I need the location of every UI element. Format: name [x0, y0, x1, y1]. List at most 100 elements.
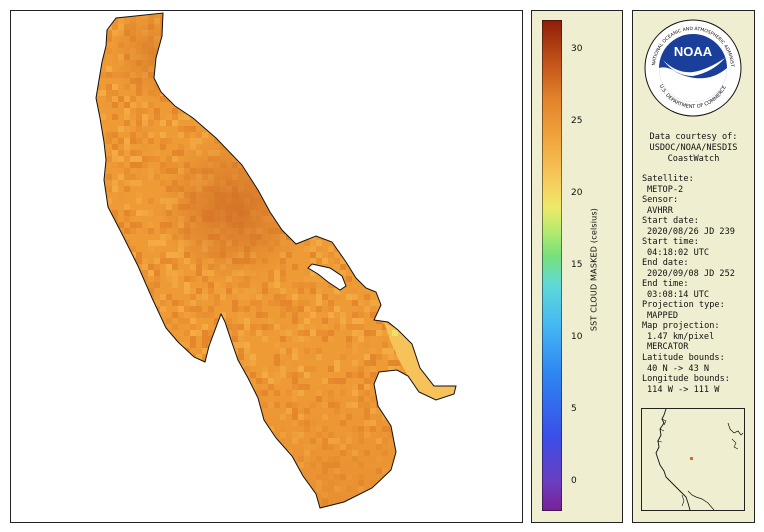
sst-pixel	[406, 498, 412, 504]
sst-pixel	[400, 276, 406, 282]
sst-pixel	[418, 468, 424, 474]
sst-pixel	[364, 180, 370, 186]
sst-pixel	[418, 486, 424, 492]
sst-pixel	[376, 72, 382, 78]
sst-pixel	[400, 108, 406, 114]
sst-pixel	[292, 192, 298, 198]
sst-pixel	[442, 240, 448, 246]
sst-pixel	[112, 510, 118, 516]
sst-pixel	[244, 78, 250, 84]
sst-pixel	[136, 450, 142, 456]
sst-pixel	[448, 276, 454, 282]
sst-pixel	[106, 258, 112, 264]
colorbar-tick: 30	[571, 44, 583, 54]
sst-pixel	[280, 96, 286, 102]
sst-pixel	[142, 342, 148, 348]
sst-pixel	[232, 480, 238, 486]
sst-pixel	[112, 240, 118, 246]
sst-pixel	[226, 90, 232, 96]
sst-pixel	[96, 48, 100, 54]
sst-pixel	[376, 102, 382, 108]
sst-pixel	[202, 60, 208, 66]
sst-pixel	[436, 102, 442, 108]
sst-pixel	[424, 144, 430, 150]
sst-pixel	[172, 390, 178, 396]
sst-pixel	[96, 240, 100, 246]
sst-pixel	[214, 432, 220, 438]
sst-pixel	[346, 504, 352, 508]
sst-pixel	[352, 234, 358, 240]
sst-pixel	[148, 312, 154, 318]
sst-pixel	[208, 54, 214, 60]
sst-pixel	[292, 84, 298, 90]
sst-pixel	[280, 462, 286, 468]
sst-pixel	[130, 306, 136, 312]
sst-pixel	[172, 474, 178, 480]
sst-pixel	[448, 480, 454, 486]
sst-pixel	[232, 120, 238, 126]
meta-label: Latitude bounds:	[642, 353, 725, 363]
sst-pixel	[436, 228, 442, 234]
sst-pixel	[370, 276, 376, 282]
sst-pixel	[394, 228, 400, 234]
sst-pixel	[96, 306, 100, 312]
sst-pixel	[130, 504, 136, 508]
sst-pixel	[412, 114, 418, 120]
sst-pixel	[256, 48, 262, 54]
sst-pixel	[430, 138, 436, 144]
sst-pixel	[424, 468, 430, 474]
sst-pixel	[190, 402, 196, 408]
sst-pixel	[382, 24, 388, 30]
sst-pixel	[96, 264, 100, 270]
sst-pixel	[100, 192, 106, 198]
sst-pixel	[130, 498, 136, 504]
sst-pixel	[442, 294, 448, 300]
sst-pixel	[310, 162, 316, 168]
sst-pixel	[118, 480, 124, 486]
sst-pixel	[406, 66, 412, 72]
sst-pixel	[400, 384, 406, 390]
sst-pixel	[346, 168, 352, 174]
sst-pixel	[112, 480, 118, 486]
sst-pixel	[406, 36, 412, 42]
sst-pixel	[406, 198, 412, 204]
sst-pixel	[442, 192, 448, 198]
sst-pixel	[334, 162, 340, 168]
sst-pixel	[316, 78, 322, 84]
sst-pixel	[106, 246, 112, 252]
sst-pixel	[430, 300, 436, 306]
sst-pixel	[424, 108, 430, 114]
sst-pixel	[96, 300, 100, 306]
sst-pixel	[286, 18, 292, 24]
sst-pixel	[424, 342, 430, 348]
sst-pixel	[250, 138, 256, 144]
sst-pixel	[418, 222, 424, 228]
sst-pixel	[454, 408, 456, 414]
sst-pixel	[376, 24, 382, 30]
sst-pixel	[106, 342, 112, 348]
sst-pixel	[100, 372, 106, 378]
sst-pixel	[178, 396, 184, 402]
sst-pixel	[364, 144, 370, 150]
sst-pixel	[160, 432, 166, 438]
sst-pixel	[238, 30, 244, 36]
sst-pixel	[166, 366, 172, 372]
sst-pixel	[220, 504, 226, 508]
sst-pixel	[96, 384, 100, 390]
sst-pixel	[208, 18, 214, 24]
sst-pixel	[148, 498, 154, 504]
sst-pixel	[424, 258, 430, 264]
sst-pixel	[262, 192, 268, 198]
sst-pixel	[196, 426, 202, 432]
sst-pixel	[310, 150, 316, 156]
sst-pixel	[96, 66, 100, 72]
sst-pixel	[430, 456, 436, 462]
sst-pixel	[298, 72, 304, 78]
sst-pixel	[430, 258, 436, 264]
sst-pixel	[388, 474, 394, 480]
sst-pixel	[148, 390, 154, 396]
sst-pixel	[412, 396, 418, 402]
sst-pixel	[232, 510, 238, 516]
sst-pixel	[340, 24, 346, 30]
sst-pixel	[430, 270, 436, 276]
